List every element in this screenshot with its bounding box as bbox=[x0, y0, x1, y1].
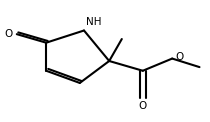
Text: O: O bbox=[175, 52, 184, 62]
Text: O: O bbox=[139, 101, 147, 111]
Text: O: O bbox=[4, 29, 13, 39]
Text: NH: NH bbox=[86, 17, 102, 27]
